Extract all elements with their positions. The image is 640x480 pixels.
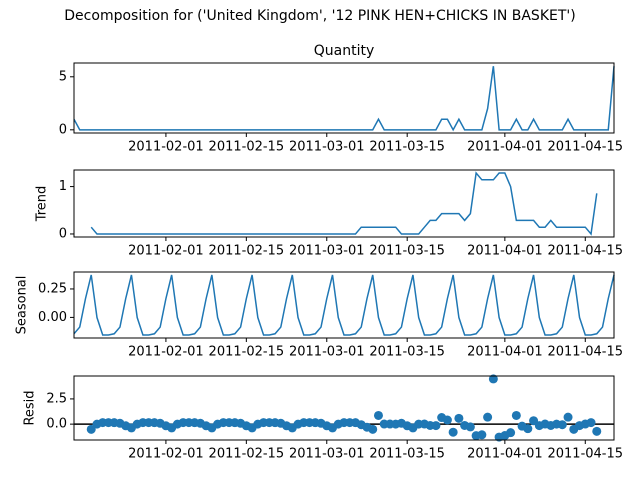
x-tick-label: 2011-02-01	[128, 140, 204, 155]
x-tick-label: 2011-03-01	[289, 447, 365, 462]
axes-frame	[73, 375, 615, 441]
figure-title: Decomposition for ('United Kingdom', '12…	[64, 8, 575, 24]
x-tick-label: 2011-04-15	[547, 244, 623, 259]
y-tick-label: 0	[59, 122, 67, 137]
y-tick-label: 0.25	[38, 281, 67, 296]
point	[592, 426, 602, 436]
y-tick-label: 5	[59, 69, 67, 84]
point	[454, 413, 464, 423]
y-tick-label: 2.5	[46, 391, 67, 406]
y-tick-label: 1	[59, 179, 67, 194]
point	[506, 428, 516, 438]
y-axis-label: Seasonal	[15, 276, 30, 335]
point	[483, 412, 493, 422]
point	[373, 410, 383, 420]
x-tick-label: 2011-03-01	[289, 345, 365, 360]
point	[442, 415, 452, 425]
x-tick-label: 2011-03-01	[289, 140, 365, 155]
x-tick-label: 2011-02-15	[209, 447, 285, 462]
point	[477, 430, 487, 440]
x-tick-label: 2011-02-01	[128, 345, 204, 360]
panel-title: Quantity	[314, 43, 375, 59]
point	[563, 412, 573, 422]
x-tick-label: 2011-04-01	[467, 244, 543, 259]
x-tick-label: 2011-04-01	[467, 140, 543, 155]
point	[488, 374, 498, 384]
x-tick-label: 2011-03-15	[369, 244, 445, 259]
point	[448, 427, 458, 437]
axes-frame	[73, 62, 615, 134]
point	[465, 422, 475, 432]
y-tick-label: 0	[59, 226, 67, 241]
x-tick-label: 2011-02-15	[209, 140, 285, 155]
x-tick-label: 2011-03-15	[369, 447, 445, 462]
y-tick-label: 0.00	[38, 310, 67, 325]
x-tick-label: 2011-02-15	[209, 345, 285, 360]
point	[368, 424, 378, 434]
x-tick-label: 2011-04-15	[547, 140, 623, 155]
point	[511, 410, 521, 420]
x-tick-label: 2011-04-15	[547, 345, 623, 360]
line	[73, 274, 615, 336]
x-tick-label: 2011-03-15	[369, 140, 445, 155]
x-tick-label: 2011-04-01	[467, 447, 543, 462]
x-tick-label: 2011-04-01	[467, 345, 543, 360]
x-tick-label: 2011-03-15	[369, 345, 445, 360]
y-axis-label: Resid	[23, 390, 38, 425]
x-tick-label: 2011-03-01	[289, 244, 365, 259]
axes-frame	[73, 271, 615, 339]
y-axis-label: Trend	[35, 186, 50, 223]
x-tick-label: 2011-04-15	[547, 447, 623, 462]
x-tick-label: 2011-02-01	[128, 447, 204, 462]
point	[586, 418, 596, 428]
line	[90, 171, 598, 236]
line	[73, 66, 615, 132]
point	[557, 420, 567, 430]
x-tick-label: 2011-02-15	[209, 244, 285, 259]
point	[523, 424, 533, 434]
y-tick-label: 0.0	[46, 417, 67, 432]
x-tick-label: 2011-02-01	[128, 244, 204, 259]
axes-frame	[73, 169, 615, 238]
point	[431, 421, 441, 431]
point	[86, 424, 96, 434]
